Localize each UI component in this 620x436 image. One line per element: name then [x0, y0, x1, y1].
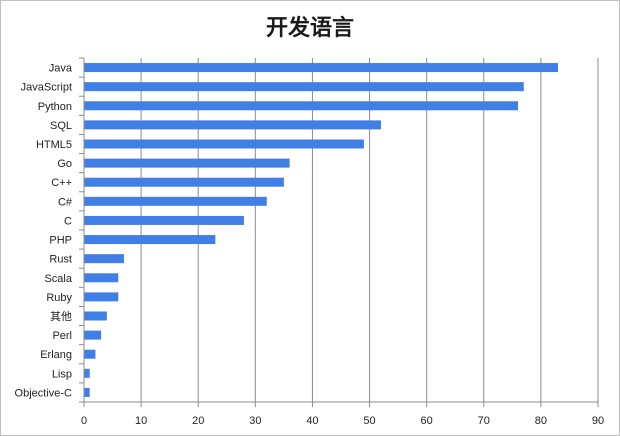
x-tick-label: 80	[535, 415, 547, 427]
y-tick-label: Perl	[52, 330, 72, 342]
bar	[84, 120, 381, 130]
y-tick-label: 其他	[50, 310, 72, 323]
bar	[84, 196, 267, 206]
y-tick-label: JavaScript	[21, 82, 72, 94]
bar	[84, 63, 559, 73]
bar	[84, 101, 519, 111]
axes	[79, 57, 599, 407]
y-tick-label: Go	[57, 158, 72, 170]
chart-title: 开发语言	[265, 15, 354, 41]
y-tick-label: Erlang	[40, 349, 72, 361]
y-tick-label: Rust	[49, 254, 72, 266]
x-tick-label: 10	[135, 415, 147, 427]
bar	[84, 139, 364, 149]
tick-labels: 0 10 20 30 40 50 60 70 80 90 Java JavaScript Python S…	[15, 63, 605, 427]
bar	[84, 349, 96, 359]
bar	[84, 330, 102, 340]
bar	[84, 82, 524, 92]
x-tick-label: 0	[81, 415, 87, 427]
x-tick-label: 50	[363, 415, 375, 427]
bar	[84, 254, 124, 264]
y-tick-label: Lisp	[52, 368, 72, 380]
y-tick-label: Ruby	[46, 292, 72, 304]
y-tick-label: Objective-C	[15, 387, 73, 399]
bar	[84, 387, 90, 397]
bar	[84, 235, 216, 245]
y-tick-label: C	[64, 215, 72, 227]
bar	[84, 215, 244, 225]
y-tick-label: Scala	[44, 273, 72, 285]
y-tick-label: C++	[51, 177, 72, 189]
y-tick-label: HTML5	[36, 139, 72, 151]
x-tick-label: 90	[592, 415, 604, 427]
bar	[84, 273, 119, 283]
bar	[84, 311, 107, 321]
y-tick-label: Python	[38, 101, 72, 113]
y-tick-label: SQL	[50, 120, 72, 132]
x-tick-label: 30	[249, 415, 261, 427]
bar	[84, 368, 90, 378]
x-tick-label: 40	[306, 415, 318, 427]
x-tick-label: 20	[192, 415, 204, 427]
bar	[84, 158, 290, 168]
y-tick-label: Java	[49, 63, 73, 75]
grid-lines	[140, 58, 599, 402]
y-tick-label: PHP	[49, 235, 72, 247]
bars	[84, 63, 559, 397]
x-tick-label: 60	[421, 415, 433, 427]
bar	[84, 292, 119, 302]
x-tick-label: 70	[478, 415, 490, 427]
y-tick-label: C#	[58, 196, 73, 208]
bar	[84, 177, 284, 187]
